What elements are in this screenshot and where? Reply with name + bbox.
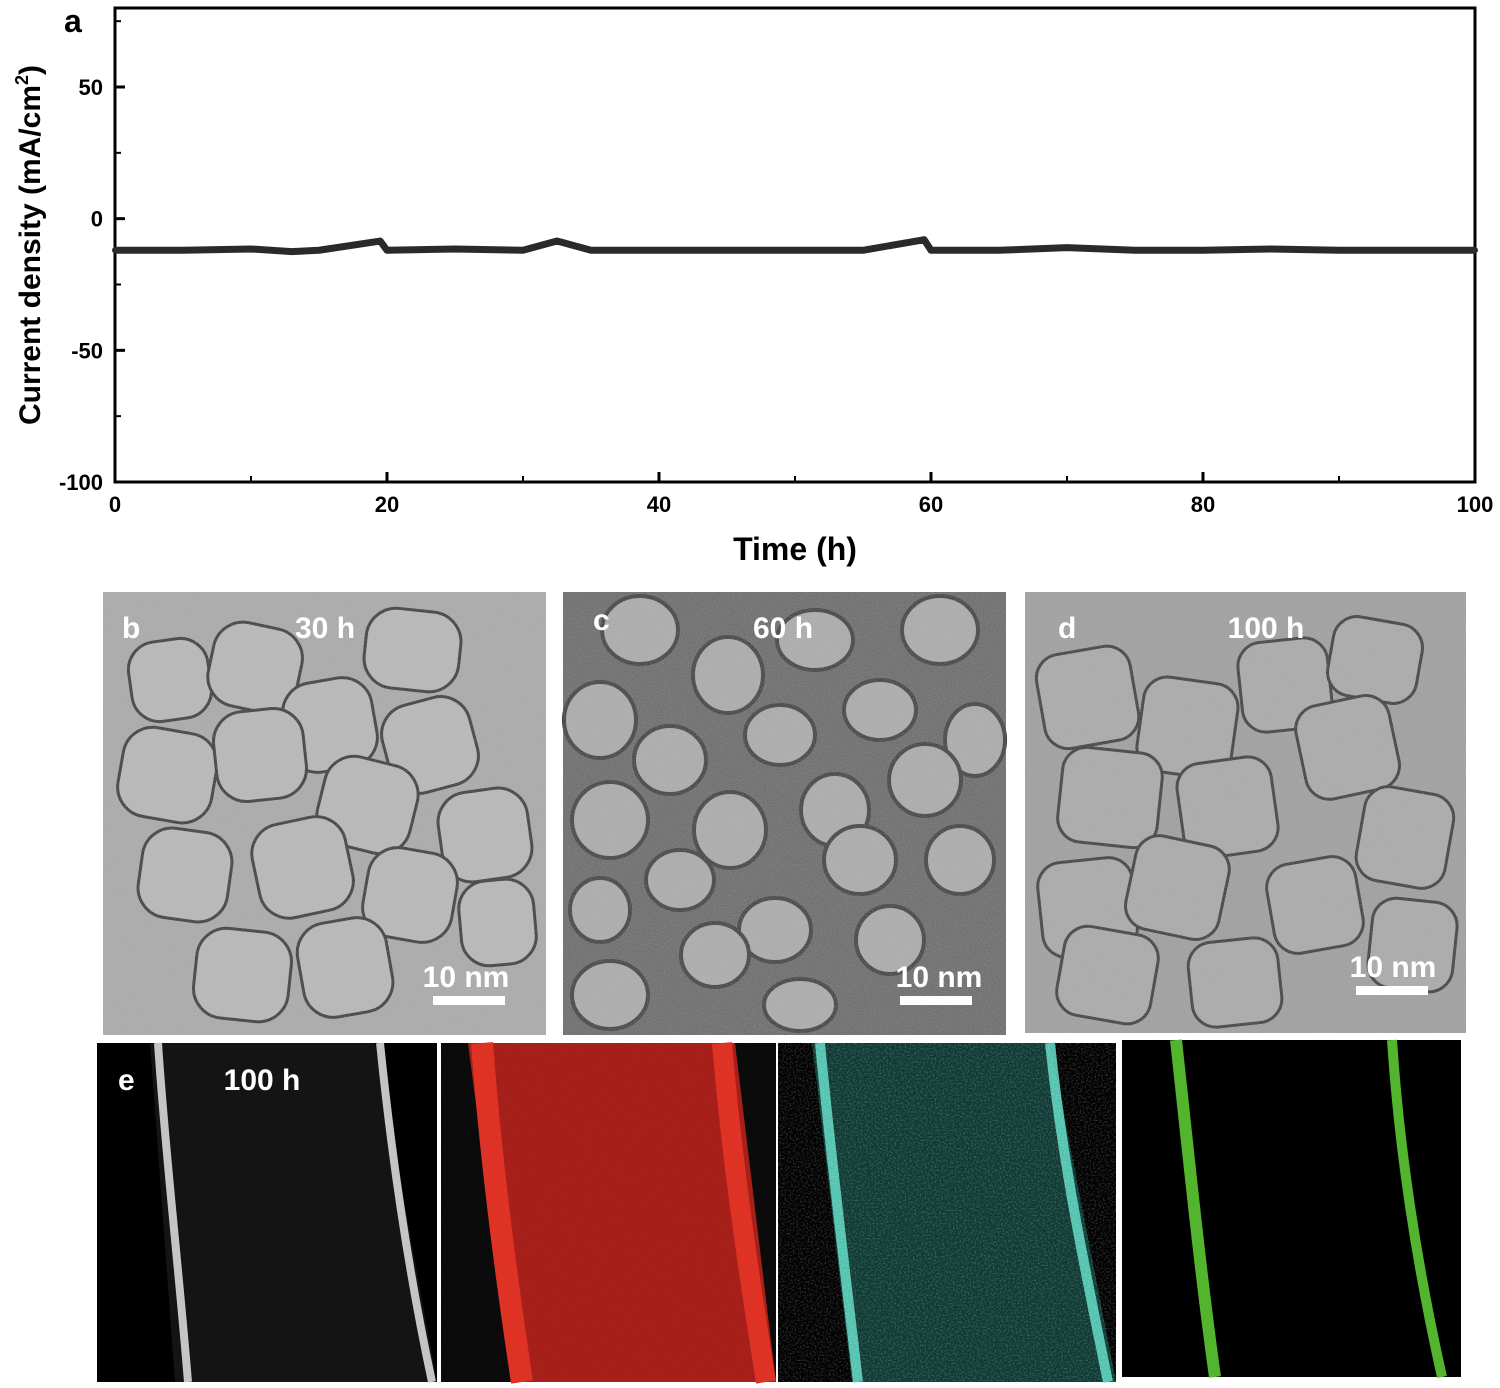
- maps-e: e 100 h: [97, 1039, 1461, 1384]
- series-point: [588, 247, 594, 254]
- x-tick-label: 40: [647, 492, 671, 517]
- series-point: [1404, 247, 1410, 254]
- y-axis-label: Current density (mA/cm2): [12, 65, 47, 425]
- series-point: [792, 247, 798, 254]
- y-tick-label: 50: [79, 75, 103, 100]
- map-cyan-speckle: [778, 1043, 1116, 1382]
- map-haadf-band: [150, 1043, 437, 1382]
- micrograph-b-texture: [103, 592, 546, 1035]
- micrograph-b-scale-bar: [433, 996, 505, 1005]
- micrograph-d-scale-label: 10 nm: [1350, 951, 1437, 984]
- series-point: [1336, 247, 1342, 254]
- y-axis-label-main: Current density (mA/cm: [14, 85, 47, 425]
- x-tick-label: 100: [1457, 492, 1494, 517]
- micrograph-d-texture: [1025, 592, 1466, 1033]
- map-green-edge-right: [1387, 1039, 1447, 1379]
- series-point: [452, 245, 458, 252]
- series-point: [1064, 244, 1070, 251]
- y-tick-label: 0: [91, 207, 103, 232]
- series-point: [1132, 247, 1138, 254]
- series-point: [656, 247, 662, 254]
- plot-frame: [113, 6, 1477, 484]
- micrograph-d-scale-bar: [1356, 986, 1428, 995]
- micrograph-c-texture: [563, 592, 1006, 1035]
- series-layer: [112, 236, 1478, 256]
- series-point: [921, 236, 928, 243]
- micrograph-c-label: c: [593, 604, 610, 637]
- chart-panel-label: a: [64, 3, 82, 39]
- x-axis-label: Time (h): [733, 531, 857, 567]
- micrograph-b: b 30 h 10 nm: [103, 592, 546, 1035]
- x-tick-label: 0: [109, 492, 121, 517]
- micrograph-c: c 60 h 10 nm: [562, 592, 1007, 1035]
- x-ticks: 0 20 40 60 80 100: [109, 472, 1493, 517]
- series-point: [180, 247, 186, 254]
- y-axis-label-close: ): [14, 65, 47, 75]
- map-haadf-edge-left: [154, 1042, 192, 1383]
- map-green-edge-left: [1170, 1039, 1221, 1378]
- micrograph-d-time: 100 h: [1228, 612, 1305, 645]
- series-point: [996, 247, 1002, 254]
- series-point: [520, 247, 526, 254]
- chart-current-density: -100 -50 0 50 0 20 40 60 80 100 a Time (h) Curre…: [12, 3, 1493, 567]
- series-point: [316, 247, 322, 254]
- series-point: [554, 238, 560, 245]
- map-red-texture: [441, 1043, 776, 1382]
- x-tick-label: 60: [919, 492, 943, 517]
- micrograph-c-time: 60 h: [753, 612, 813, 645]
- micrograph-d-label: d: [1058, 612, 1076, 645]
- series-point: [288, 248, 295, 255]
- map-time: 100 h: [224, 1064, 301, 1097]
- micrograph-c-scale-bar: [900, 996, 972, 1005]
- micrograph-b-scale-label: 10 nm: [423, 961, 510, 994]
- series-point: [724, 247, 730, 254]
- y-ticks: -100 -50 0 50: [59, 20, 125, 495]
- series-point: [860, 247, 866, 254]
- series-point: [112, 247, 118, 254]
- series-point: [1472, 247, 1478, 254]
- x-tick-label: 20: [375, 492, 399, 517]
- series-point: [248, 245, 254, 252]
- y-tick-label: -100: [59, 470, 103, 495]
- series-point: [384, 247, 390, 254]
- micrograph-c-scale-label: 10 nm: [896, 961, 983, 994]
- map-label: e: [118, 1064, 135, 1097]
- series-point: [928, 247, 934, 254]
- y-tick-label: -50: [71, 338, 103, 363]
- series-point: [377, 238, 384, 245]
- map-haadf-edge-right: [376, 1042, 436, 1383]
- y-axis-label-sup: 2: [12, 75, 32, 85]
- micrograph-d: d 100 h 10 nm: [1025, 592, 1466, 1033]
- series-point: [1268, 245, 1274, 252]
- micrograph-b-time: 30 h: [295, 612, 355, 645]
- series-point: [1200, 247, 1206, 254]
- micrograph-b-label: b: [122, 612, 140, 645]
- x-tick-label: 80: [1191, 492, 1215, 517]
